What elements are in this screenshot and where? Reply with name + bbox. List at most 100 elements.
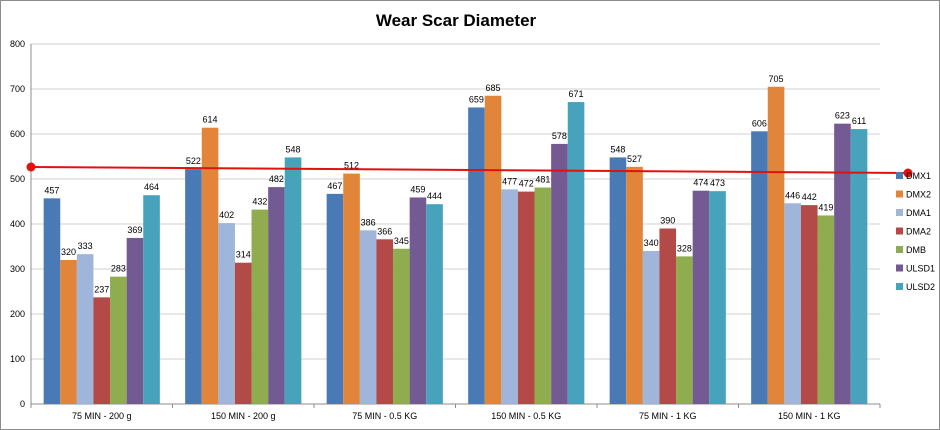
data-label: 237 [94,284,109,294]
y-tick-label: 0 [20,399,25,409]
bar-dma2 [93,297,111,404]
data-label: 442 [802,192,817,202]
data-label: 320 [61,247,76,257]
data-label: 548 [610,144,625,154]
bar-dmb [534,187,552,404]
bar-dma2 [376,239,394,404]
bar-ulsd1 [551,143,568,404]
x-tick-label: 150 MIN - 0.5 KG [491,411,561,421]
data-label: 671 [569,89,584,99]
data-label: 611 [852,116,866,126]
data-label: 402 [219,210,234,220]
x-tick-label: 75 MIN - 0.5 KG [352,411,417,421]
bar-dmx1 [609,157,627,404]
bar-dmx1 [326,193,344,404]
reference-line-group [26,162,913,178]
bar-dmx2 [767,86,785,404]
data-label: 459 [410,184,425,194]
bar-dma1 [784,203,801,404]
legend-label: DMX2 [906,190,931,200]
y-tick-label: 200 [10,309,25,319]
x-tick-label: 75 MIN - 200 g [72,411,132,421]
legend: DMX1 DMX2 DMA1 DMA2 DMB ULSD1 ULSD2 [896,171,935,292]
bar-dma1 [218,223,235,404]
data-label: 548 [286,144,301,154]
legend-swatch [896,209,903,216]
legend-label: DMX1 [906,171,931,181]
x-tick-label: 75 MIN - 1 KG [639,411,697,421]
data-label: 283 [111,264,126,274]
bar-dma2 [234,262,252,404]
reference-line-end-marker [903,168,913,178]
data-label: 386 [361,217,376,227]
legend-swatch [896,246,903,253]
data-label: 473 [710,178,725,188]
x-axis-ticks: 75 MIN - 200 g 150 MIN - 200 g 75 MIN - 0.… [30,404,881,421]
bar-dmx1 [751,131,768,405]
legend-label: ULSD1 [906,264,935,274]
data-label: 467 [327,181,342,191]
y-axis-ticks: 0 100 200 300 400 500 600 700 800 [10,39,25,409]
bar-dmx2 [343,173,360,404]
bar-dmx2 [626,166,643,404]
legend-swatch [896,264,903,272]
data-label: 512 [344,161,359,171]
data-label: 369 [127,225,142,235]
data-label: 482 [269,174,284,184]
bar-dma1 [359,230,377,404]
data-label: 328 [677,243,692,253]
data-label: 474 [693,178,708,188]
data-label: 578 [552,131,567,141]
y-tick-label: 400 [10,219,25,229]
bar-dmx1 [468,107,485,404]
data-label: 432 [252,197,267,207]
data-label: 481 [535,175,550,185]
bar-dmx1 [43,198,61,404]
bar-dmb [676,256,693,404]
bar-ulsd1 [409,197,427,404]
data-label: 314 [236,250,251,260]
legend-label: DMB [906,245,926,255]
data-label: 477 [502,176,517,186]
data-label: 685 [486,83,501,93]
data-label: 345 [394,236,409,246]
bar-dmx2 [201,127,219,404]
y-tick-label: 500 [10,174,25,184]
legend-swatch [896,227,903,235]
chart-title: Wear Scar Diameter [376,11,537,30]
bar-dma2 [659,228,677,404]
data-label: 623 [835,111,850,121]
bar-ulsd2 [143,195,160,404]
data-label: 522 [186,156,201,166]
y-tick-label: 100 [10,354,25,364]
x-tick-label: 150 MIN - 1 KG [778,411,841,421]
data-label: 527 [627,154,642,164]
data-label: 457 [44,185,59,195]
legend-label: DMA2 [906,227,931,237]
bar-dma2 [517,191,535,404]
bar-dmb [393,248,410,404]
legend-swatch [896,172,903,179]
bar-dmx1 [185,169,202,404]
reference-line-start-marker [26,162,36,172]
bar-ulsd1 [268,187,285,404]
bar-dma1 [642,251,660,404]
bar-ulsd1 [834,123,851,405]
data-label: 614 [203,115,218,125]
legend-swatch [896,190,903,198]
data-label: 446 [785,190,800,200]
bar-dmb [110,276,127,404]
y-tick-label: 300 [10,264,25,274]
y-tick-label: 600 [10,129,25,139]
bar-ulsd2 [709,191,726,404]
bar-ulsd2 [850,129,868,405]
data-label: 333 [78,241,93,251]
x-tick-label: 150 MIN - 200 g [211,411,276,421]
bar-ulsd1 [126,237,144,404]
data-label: 340 [644,238,659,248]
bar-dma1 [76,254,94,404]
data-label: 659 [469,94,484,104]
bar-dmx2 [484,95,502,404]
